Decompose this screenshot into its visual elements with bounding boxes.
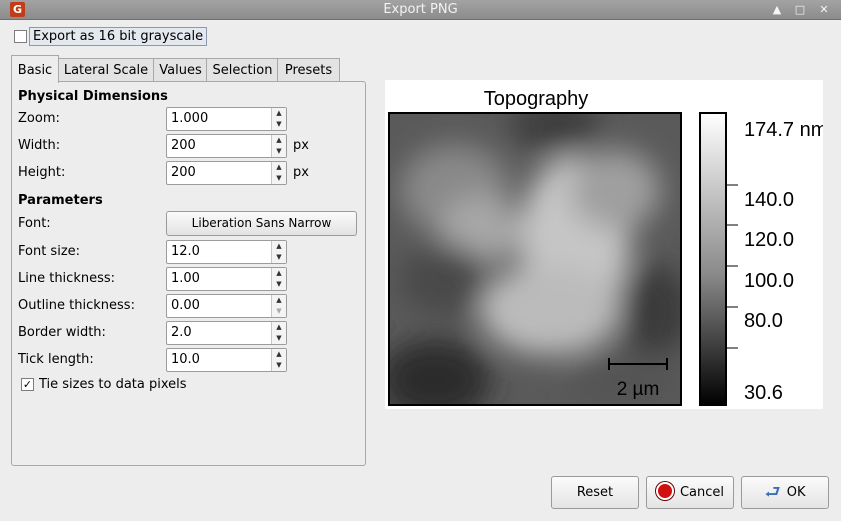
border-width-value: 2.0 <box>171 325 192 340</box>
checkmark-icon: ✓ <box>22 378 33 391</box>
physical-dimensions-heading: Physical Dimensions <box>18 89 168 104</box>
cancel-button[interactable]: Cancel <box>646 476 734 509</box>
colorbar-tick-label: 140.0 <box>744 189 794 211</box>
enter-arrow-icon: ⮐ <box>764 482 781 503</box>
line-thickness-spinner[interactable]: 1.00 ▲ ▼ <box>166 267 287 291</box>
title-bar: G Export PNG ▲ □ ✕ <box>0 0 841 20</box>
ok-button[interactable]: ⮐ OK <box>741 476 829 509</box>
stop-icon <box>655 482 674 500</box>
outline-thickness-label: Outline thickness: <box>18 298 135 313</box>
tab-selection[interactable]: Selection <box>206 58 279 82</box>
colorbar-tick-label: 120.0 <box>744 229 794 251</box>
keep-above-icon[interactable]: ▲ <box>772 3 782 16</box>
line-thickness-label: Line thickness: <box>18 271 116 286</box>
font-size-spinner[interactable]: 12.0 ▲ ▼ <box>166 240 287 264</box>
width-unit: px <box>293 138 309 153</box>
export-16bit-checkbox[interactable] <box>14 30 27 43</box>
zoom-label: Zoom: <box>18 111 60 126</box>
tie-sizes-label: Tie sizes to data pixels <box>39 377 187 392</box>
line-thickness-value: 1.00 <box>171 271 200 286</box>
colorbar: 174.7 nm 140.0 120.0 100.0 80.0 30.6 <box>699 112 827 406</box>
font-button[interactable]: Liberation Sans Narrow <box>166 211 357 236</box>
tab-lateral-scale[interactable]: Lateral Scale <box>57 58 155 82</box>
zoom-arrows[interactable]: ▲ ▼ <box>271 108 286 130</box>
colorbar-min-label: 30.6 <box>744 382 783 404</box>
tab-basic[interactable]: Basic <box>11 55 59 83</box>
cancel-label: Cancel <box>679 485 725 500</box>
border-width-label: Border width: <box>18 325 106 340</box>
colorbar-max-label: 174.7 nm <box>744 119 823 141</box>
height-unit: px <box>293 165 309 180</box>
tab-values[interactable]: Values <box>153 58 208 82</box>
outline-thickness-value: 0.00 <box>171 298 200 313</box>
scalebar-label: 2 µm <box>617 379 660 400</box>
border-width-arrows[interactable]: ▲ ▼ <box>271 322 286 344</box>
height-label: Height: <box>18 165 66 180</box>
export-16bit-label[interactable]: Export as 16 bit grayscale <box>29 27 208 46</box>
app-icon: G <box>10 2 25 17</box>
tick-length-arrows[interactable]: ▲ ▼ <box>271 349 286 371</box>
font-size-value: 12.0 <box>171 244 200 259</box>
tab-presets[interactable]: Presets <box>277 58 340 82</box>
parameters-heading: Parameters <box>18 193 103 208</box>
line-thickness-arrows[interactable]: ▲ ▼ <box>271 268 286 290</box>
maximize-icon[interactable]: □ <box>794 3 806 16</box>
height-value: 200 <box>171 165 196 180</box>
tick-length-label: Tick length: <box>18 352 94 367</box>
preview-title: Topography <box>484 88 589 110</box>
border-width-spinner[interactable]: 2.0 ▲ ▼ <box>166 321 287 345</box>
width-spinner[interactable]: 200 ▲ ▼ <box>166 134 287 158</box>
font-label: Font: <box>18 216 51 231</box>
export-preview: Topography 2 µm <box>385 80 827 409</box>
height-spinner[interactable]: 200 ▲ ▼ <box>166 161 287 185</box>
zoom-spinner[interactable]: 1.000 ▲ ▼ <box>166 107 287 131</box>
colorbar-tick-label: 80.0 <box>744 310 783 332</box>
width-label: Width: <box>18 138 61 153</box>
height-arrows[interactable]: ▲ ▼ <box>271 162 286 184</box>
reset-button[interactable]: Reset <box>551 476 639 509</box>
zoom-value: 1.000 <box>171 111 209 126</box>
tick-length-value: 10.0 <box>171 352 200 367</box>
outline-thickness-arrows[interactable]: ▲ ▼ <box>271 295 286 317</box>
tie-sizes-checkbox[interactable]: ✓ <box>21 378 34 391</box>
colorbar-tick-label: 100.0 <box>744 270 794 292</box>
preview-canvas: Topography 2 µm <box>388 88 827 406</box>
topography-image: 2 µm <box>389 113 681 405</box>
close-icon[interactable]: ✕ <box>819 3 829 16</box>
width-arrows[interactable]: ▲ ▼ <box>271 135 286 157</box>
font-size-label: Font size: <box>18 244 81 259</box>
outline-thickness-spinner[interactable]: 0.00 ▲ ▼ <box>166 294 287 318</box>
font-size-arrows[interactable]: ▲ ▼ <box>271 241 286 263</box>
tick-length-spinner[interactable]: 10.0 ▲ ▼ <box>166 348 287 372</box>
window-title: Export PNG <box>383 2 458 17</box>
ok-label: OK <box>786 485 806 500</box>
width-value: 200 <box>171 138 196 153</box>
